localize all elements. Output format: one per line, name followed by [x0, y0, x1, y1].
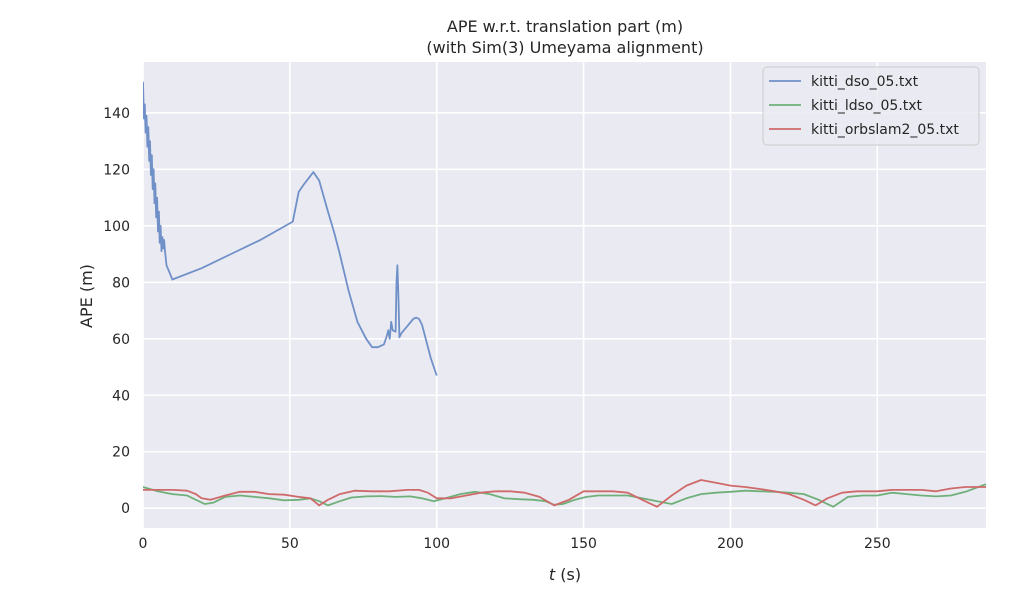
chart-title: APE w.r.t. translation part (m) [447, 17, 683, 36]
x-tick-label: 250 [864, 536, 891, 552]
legend-label: kitti_ldso_05.txt [811, 98, 923, 114]
grid-lines [142, 62, 986, 528]
series-line-0 [143, 81, 438, 376]
y-tick-label: 20 [112, 445, 130, 461]
y-tick-label: 100 [103, 219, 130, 235]
y-tick-label: 40 [112, 388, 130, 404]
y-tick-label: 0 [121, 501, 130, 517]
legend-label: kitti_orbslam2_05.txt [811, 122, 959, 138]
x-tick-label: 200 [717, 536, 744, 552]
series-layer [143, 81, 986, 508]
x-tick-label: 50 [281, 536, 299, 552]
y-tick-label: 80 [112, 275, 130, 291]
x-axis-label-unit: (s) [555, 565, 581, 584]
legend-box [762, 66, 980, 146]
y-tick-label: 120 [103, 162, 130, 178]
y-tick-labels: 0 20 40 60 80 100 120 140 [103, 106, 130, 517]
legend-label: kitti_dso_05.txt [811, 74, 919, 90]
y-axis-label: APE (m) [77, 264, 96, 328]
series-line-2 [143, 479, 986, 508]
y-tick-label: 140 [103, 106, 130, 122]
legend: kitti_dso_05.txt kitti_ldso_05.txt kitti_o… [762, 66, 980, 146]
x-tick-label: 0 [139, 536, 148, 552]
x-tick-label: 150 [570, 536, 597, 552]
chart-subtitle: (with Sim(3) Umeyama alignment) [426, 38, 703, 57]
x-tick-label: 100 [423, 536, 450, 552]
x-tick-labels: 0 50 100 150 200 250 [139, 536, 891, 552]
x-axis-label: t (s) [549, 565, 581, 584]
x-axis-label-var: t [549, 565, 556, 584]
y-tick-label: 60 [112, 332, 130, 348]
